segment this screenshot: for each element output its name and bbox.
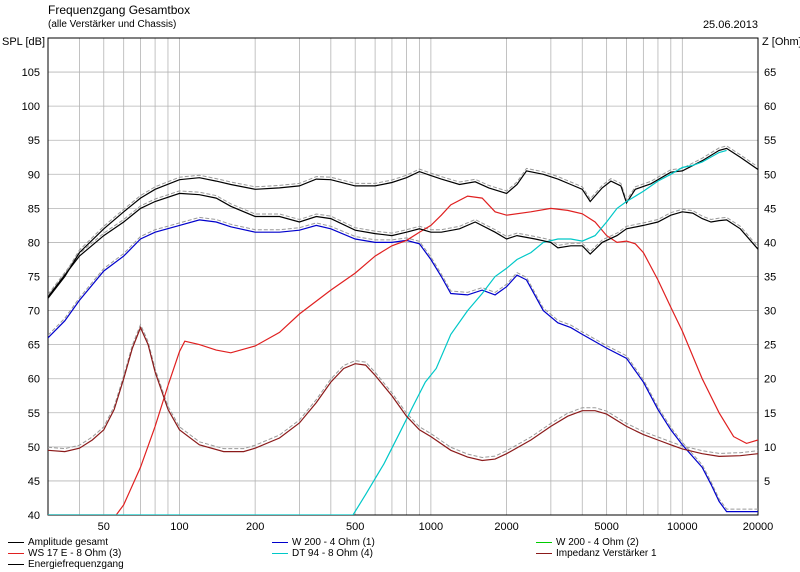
legend-label: W 200 - 4 Ohm (2) <box>556 537 639 548</box>
y2-tick-label: 15 <box>764 408 776 420</box>
y-tick-label: 100 <box>22 101 40 113</box>
x-tick-label: 5000 <box>594 521 618 533</box>
series-line <box>48 326 758 462</box>
series-line <box>48 147 758 299</box>
x-tick-label: 20000 <box>743 521 774 533</box>
x-tick-label: 200 <box>246 521 264 533</box>
y2-axis-label: Z [Ohm] <box>762 36 800 48</box>
legend-item-energy: Energiefrequenzgang <box>8 559 124 570</box>
y-tick-label: 90 <box>28 169 40 181</box>
legend-item-w200-2: W 200 - 4 Ohm (2) <box>536 537 639 548</box>
y2-tick-label: 55 <box>764 135 776 147</box>
x-tick-label: 10000 <box>667 521 698 533</box>
legend-label: Impedanz Verstärker 1 <box>556 548 657 559</box>
y-tick-label: 85 <box>28 203 40 215</box>
y-tick-label: 105 <box>22 67 40 79</box>
x-tick-label: 50 <box>98 521 110 533</box>
y2-tick-label: 35 <box>764 272 776 284</box>
legend-item-ws17e: WS 17 E - 8 Ohm (3) <box>8 548 121 559</box>
y2-tick-label: 45 <box>764 203 776 215</box>
chart-date: 25.06.2013 <box>702 19 758 31</box>
legend-swatch <box>536 542 552 543</box>
y-tick-label: 95 <box>28 135 40 147</box>
y2-tick-label: 10 <box>764 442 776 454</box>
y2-tick-label: 25 <box>764 340 776 352</box>
chart-title: Frequenzgang Gesamtbox <box>48 3 191 17</box>
series-line <box>48 149 727 515</box>
legend-swatch <box>8 564 24 565</box>
y-tick-label: 45 <box>28 476 40 488</box>
legend-item-dt94: DT 94 - 8 Ohm (4) <box>272 548 373 559</box>
plot-frame <box>47 37 759 516</box>
y2-tick-label: 5 <box>764 476 770 488</box>
reference-curve <box>48 145 758 297</box>
series-line <box>48 192 758 298</box>
y-tick-label: 50 <box>28 442 40 454</box>
legend-swatch <box>536 553 552 554</box>
legend-swatch <box>8 542 24 543</box>
y-tick-label: 55 <box>28 408 40 420</box>
reference-curve <box>48 323 758 459</box>
x-tick-label: 1000 <box>419 521 443 533</box>
legend-label: Energiefrequenzgang <box>28 559 124 570</box>
chart-subtitle: (alle Verstärker und Chassis) <box>48 19 177 30</box>
y2-tick-label: 50 <box>764 169 776 181</box>
x-tick-label: 2000 <box>494 521 518 533</box>
legend-swatch <box>272 553 288 554</box>
series-line <box>48 195 758 515</box>
legend-label: WS 17 E - 8 Ohm (3) <box>28 548 122 559</box>
legend-item-amplitude: Amplitude gesamt <box>8 537 108 548</box>
y2-tick-label: 40 <box>764 237 776 249</box>
y2-tick-label: 60 <box>764 101 776 113</box>
y-tick-label: 80 <box>28 237 40 249</box>
legend-label: Amplitude gesamt <box>28 537 109 548</box>
y-tick-label: 75 <box>28 272 40 284</box>
legend-swatch <box>272 542 288 543</box>
legend-item-impedance: Impedanz Verstärker 1 <box>536 548 657 559</box>
series-line <box>48 219 758 513</box>
legend-label: DT 94 - 8 Ohm (4) <box>292 548 373 559</box>
x-tick-label: 500 <box>346 521 364 533</box>
chart-legend: Amplitude gesamt W 200 - 4 Ohm (1) W 200… <box>0 535 800 572</box>
legend-swatch <box>8 553 24 554</box>
legend-label: W 200 - 4 Ohm (1) <box>292 537 375 548</box>
y2-tick-label: 20 <box>764 374 776 386</box>
y-axis-label: SPL [dB] <box>2 36 45 48</box>
y-tick-label: 60 <box>28 374 40 386</box>
x-tick-label: 100 <box>170 521 188 533</box>
y-tick-label: 70 <box>28 306 40 318</box>
legend-item-w200-1: W 200 - 4 Ohm (1) <box>272 537 375 548</box>
y2-tick-label: 65 <box>764 67 776 79</box>
y2-tick-label: 30 <box>764 306 776 318</box>
reference-curve <box>48 216 758 510</box>
y-tick-label: 40 <box>28 510 40 522</box>
y-tick-label: 65 <box>28 340 40 352</box>
frequency-response-chart: 40 45 50 55 60 65 70 75 80 85 90 95 100 105 5 10 15 20 25 3… <box>2 36 800 533</box>
